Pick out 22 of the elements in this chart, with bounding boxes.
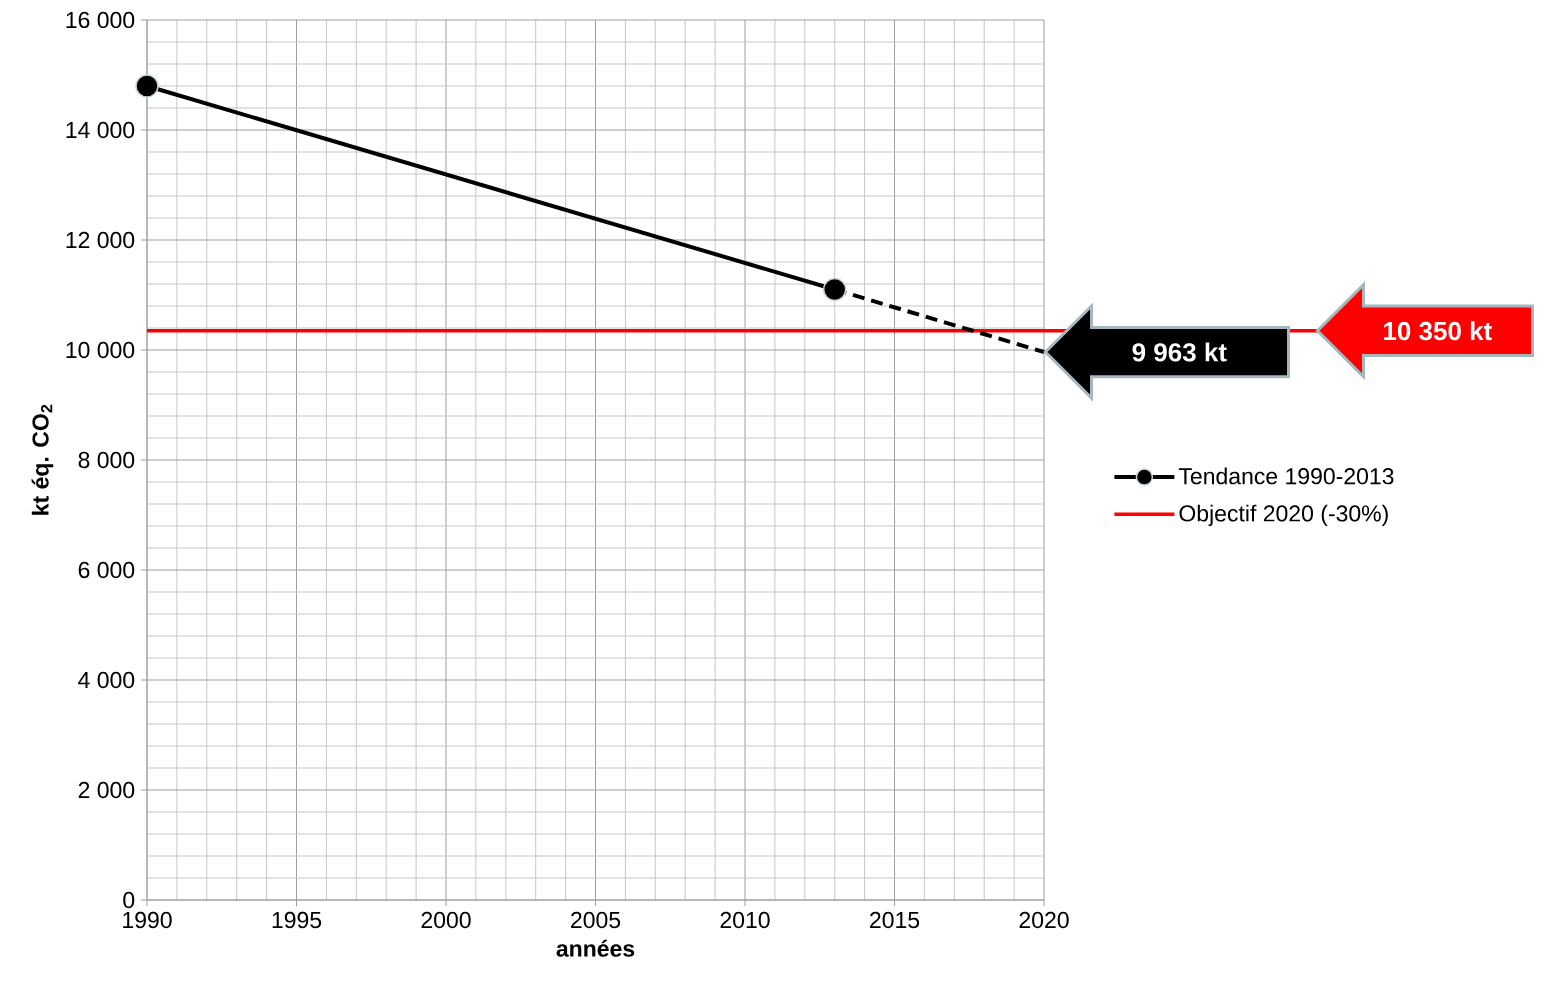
y-tick-label: 8 000 <box>78 451 135 469</box>
x-tick-label: 1995 <box>272 911 322 929</box>
y-tick-label: 14 000 <box>66 121 135 139</box>
y-tick-label: 16 000 <box>66 11 135 29</box>
x-tick-label: 2020 <box>1019 911 1069 929</box>
legend-label: Objectif 2020 (-30%) <box>1179 504 1388 527</box>
y-tick-label: 6 000 <box>78 561 135 579</box>
y-tick-label: 0 <box>123 891 135 909</box>
y-tick-label: 2 000 <box>78 781 135 799</box>
x-tick-label: 2005 <box>571 911 621 929</box>
x-tick-label: 2010 <box>720 911 770 929</box>
legend-label: Tendance 1990-2013 <box>1178 467 1394 485</box>
x-tick-label: 2015 <box>870 911 920 929</box>
y-tick-label: 4 000 <box>78 671 135 689</box>
y-tick-label: 12 000 <box>66 231 135 249</box>
text: 10 350 kt <box>1384 321 1492 341</box>
y-tick-label: 10 000 <box>66 341 135 359</box>
x-axis-title: années <box>556 939 635 957</box>
y-axis-title: kt éq. CO$_{2}$ <box>31 404 54 515</box>
text: 9 963 kt <box>1132 342 1227 362</box>
x-tick-label: 1990 <box>123 911 172 929</box>
x-tick-label: 2000 <box>421 911 471 929</box>
